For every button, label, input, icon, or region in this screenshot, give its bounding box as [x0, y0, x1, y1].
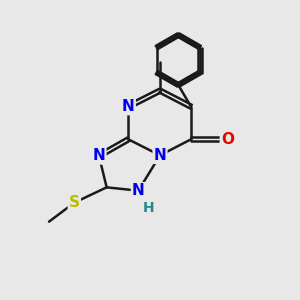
Text: N: N [154, 148, 166, 163]
Text: O: O [221, 132, 234, 147]
Text: N: N [122, 99, 135, 114]
Text: H: H [143, 201, 155, 215]
Text: N: N [132, 183, 145, 198]
Text: N: N [93, 148, 105, 164]
Text: S: S [69, 195, 80, 210]
